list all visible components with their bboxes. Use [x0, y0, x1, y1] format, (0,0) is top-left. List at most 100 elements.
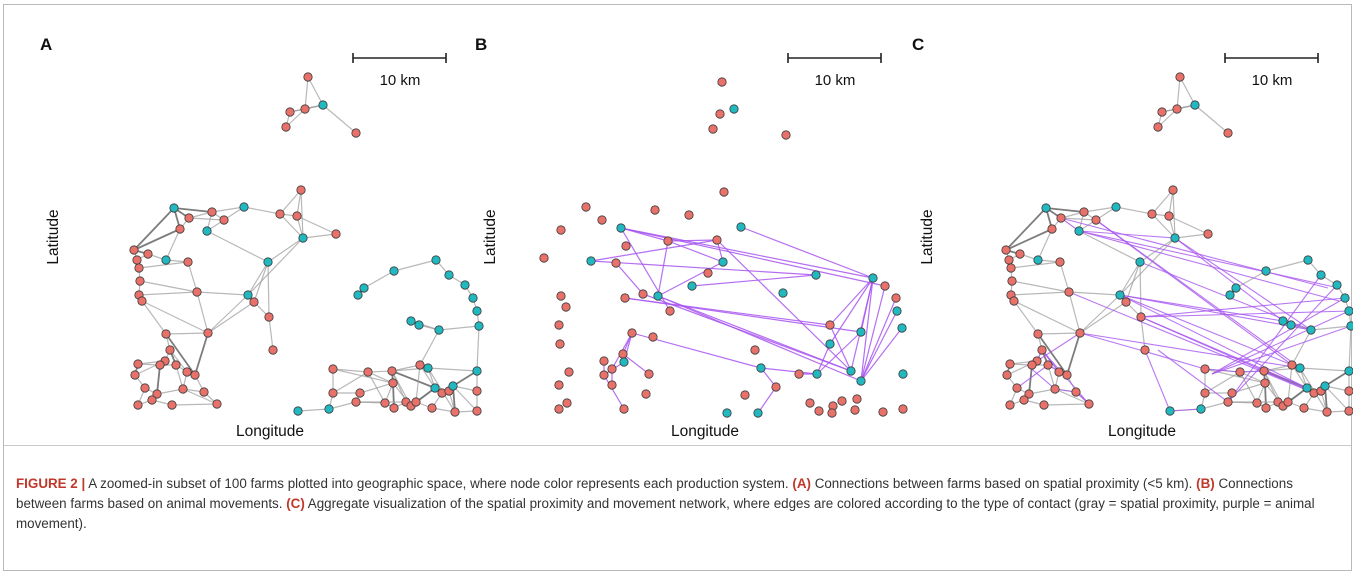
- figure-frame: A 10 km Longitude Latitude B 10 km Longitude La…: [3, 4, 1353, 571]
- movement-edge: [1078, 230, 1176, 239]
- farm-node: [175, 224, 185, 234]
- edges: [133, 76, 480, 413]
- farm-node: [638, 289, 648, 299]
- movement-edge: [860, 285, 886, 382]
- farm-node: [719, 187, 729, 197]
- caption-ref-c: (C): [286, 496, 305, 512]
- movement-edge: [620, 227, 886, 287]
- movement-edge: [590, 239, 718, 262]
- farm-node: [192, 287, 202, 297]
- scale-bar-label: 10 km: [380, 72, 421, 89]
- caption-intro: A zoomed-in subset of 100 farms plotted …: [85, 476, 793, 492]
- farm-node: [1079, 207, 1089, 217]
- farm-node: [355, 388, 365, 398]
- farm-node: [554, 380, 564, 390]
- movement-edge: [816, 331, 862, 375]
- farm-node: [837, 396, 847, 406]
- movement-edge: [1140, 316, 1315, 394]
- farm-node: [561, 302, 571, 312]
- farm-node: [212, 399, 222, 409]
- farm-node: [852, 394, 862, 404]
- farm-node: [1235, 367, 1245, 377]
- spatial-edge: [1324, 370, 1350, 387]
- spatial-edge: [169, 349, 188, 373]
- farm-node: [1074, 226, 1084, 236]
- panel-label: C: [912, 35, 924, 54]
- farm-node: [878, 407, 888, 417]
- movement-edge: [1119, 294, 1308, 389]
- farm-node: [619, 404, 629, 414]
- movement-edge: [1078, 230, 1340, 289]
- farm-node: [1015, 249, 1025, 259]
- farm-node: [472, 306, 482, 316]
- farm-node: [300, 104, 310, 114]
- farm-node: [556, 225, 566, 235]
- farm-node: [427, 403, 437, 413]
- farm-node: [586, 256, 596, 266]
- farm-node: [1033, 329, 1043, 339]
- farm-node: [351, 128, 361, 138]
- movement-edge: [1079, 332, 1301, 369]
- spatial-edge: [187, 261, 198, 293]
- farm-node: [183, 257, 193, 267]
- spatial-edge: [332, 368, 369, 373]
- spatial-edge: [1037, 228, 1053, 261]
- movement-edge: [829, 277, 874, 345]
- spatial-edge: [1119, 261, 1141, 296]
- edges: [1005, 76, 1352, 413]
- caption-ref-b: (B): [1196, 476, 1215, 492]
- edges: [590, 226, 903, 414]
- farm-node: [161, 329, 171, 339]
- movement-edge: [624, 297, 862, 333]
- movement-edge: [1119, 294, 1312, 331]
- network-plots: A 10 km Longitude Latitude B 10 km Longitude La…: [40, 35, 1353, 440]
- figure-caption: FIGURE 2 | A zoomed-in subset of 100 far…: [16, 474, 1341, 534]
- panel-label: A: [40, 35, 52, 54]
- spatial-edge: [1139, 237, 1176, 263]
- spatial-edge: [363, 270, 395, 289]
- farm-node: [363, 367, 373, 377]
- farm-node: [1091, 215, 1101, 225]
- spatial-edge: [302, 233, 337, 239]
- movement-edge: [1078, 230, 1340, 302]
- spatial-edge: [1174, 233, 1209, 239]
- farm-node: [564, 367, 574, 377]
- farm-node: [1261, 266, 1271, 276]
- spatial-edge: [332, 371, 369, 394]
- spatial-edge: [1151, 189, 1174, 215]
- farm-node: [199, 387, 209, 397]
- farm-node: [1140, 345, 1150, 355]
- movement-edge: [1227, 274, 1322, 403]
- farm-node: [1005, 400, 1015, 410]
- scale-bar: 10 km: [1224, 53, 1319, 89]
- spatial-edge: [133, 207, 175, 251]
- movement-edge: [1119, 294, 1293, 366]
- spatial-edge: [438, 325, 480, 331]
- farm-node: [1231, 283, 1241, 293]
- spatial-edge: [332, 368, 394, 384]
- farm-node: [130, 370, 140, 380]
- farm-node: [1170, 233, 1180, 243]
- farm-node: [1320, 381, 1330, 391]
- farm-node: [1012, 383, 1022, 393]
- farm-node: [331, 229, 341, 239]
- y-axis-label: Latitude: [919, 209, 936, 264]
- farm-node: [472, 406, 482, 416]
- farm-node: [850, 405, 860, 415]
- farm-node: [1004, 255, 1014, 265]
- spatial-edge: [1079, 301, 1127, 334]
- movement-edge: [615, 262, 644, 295]
- x-axis-label: Longitude: [236, 423, 304, 440]
- farm-node: [423, 363, 433, 373]
- panel-label: B: [475, 35, 487, 54]
- spatial-edge: [133, 228, 181, 251]
- scale-bar-label: 10 km: [815, 72, 856, 89]
- movement-edge: [1036, 332, 1081, 362]
- farm-node: [1346, 321, 1353, 331]
- farm-node: [1027, 360, 1037, 370]
- farm-node: [380, 398, 390, 408]
- farm-node: [868, 273, 878, 283]
- farm-node: [1190, 100, 1200, 110]
- farm-node: [406, 316, 416, 326]
- farm-node: [450, 407, 460, 417]
